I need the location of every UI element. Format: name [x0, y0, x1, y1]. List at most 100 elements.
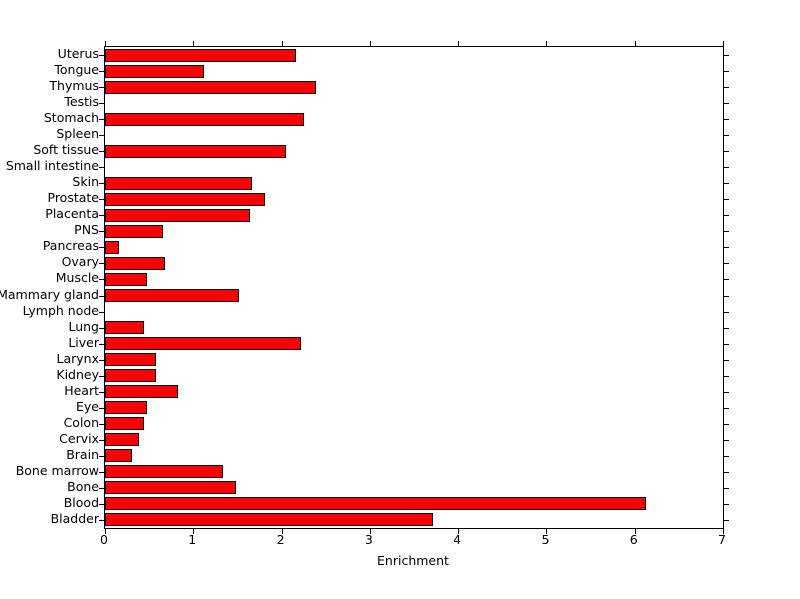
bar[interactable]	[105, 401, 148, 415]
y-tick-mark	[99, 183, 105, 184]
y-axis-tick-label: PNS	[74, 222, 99, 238]
bar[interactable]	[105, 337, 301, 351]
y-tick-mark-right	[723, 360, 729, 361]
y-axis-tick-label: Muscle	[55, 270, 99, 286]
y-axis-tick-label: Testis	[64, 94, 99, 110]
bar[interactable]	[105, 256, 166, 270]
x-axis-tick-label: 4	[453, 532, 462, 547]
y-tick-mark	[99, 472, 105, 473]
bar[interactable]	[105, 48, 296, 62]
y-tick-mark-right	[723, 504, 729, 505]
y-tick-mark-right	[723, 135, 729, 136]
bar[interactable]	[105, 192, 265, 206]
y-tick-mark-right	[723, 472, 729, 473]
bar[interactable]	[105, 321, 144, 335]
x-tick-mark	[723, 528, 724, 534]
y-tick-mark	[99, 263, 105, 264]
bar[interactable]	[105, 240, 120, 254]
y-axis-tick-label: Stomach	[43, 110, 99, 126]
y-tick-mark-right	[723, 296, 729, 297]
y-tick-mark-right	[723, 55, 729, 56]
bar[interactable]	[105, 481, 236, 495]
bar[interactable]	[105, 144, 286, 158]
y-tick-mark	[99, 247, 105, 248]
plot-area	[99, 41, 729, 534]
bar[interactable]	[105, 385, 179, 399]
x-tick-mark-top	[281, 41, 283, 47]
bar[interactable]	[105, 353, 157, 367]
y-axis-tick-label: Lung	[68, 318, 99, 334]
y-tick-mark	[99, 71, 105, 72]
y-tick-mark-right	[723, 424, 729, 425]
y-tick-mark	[99, 376, 105, 377]
y-tick-mark	[99, 328, 105, 329]
y-tick-mark-right	[723, 103, 729, 104]
y-tick-mark-right	[723, 456, 729, 457]
x-axis-tick-label: 5	[541, 532, 550, 547]
y-tick-mark	[99, 456, 105, 457]
y-axis-tick-label: Colon	[63, 414, 99, 430]
y-tick-mark	[99, 279, 105, 280]
x-tick-mark	[546, 528, 548, 534]
y-tick-mark	[99, 119, 105, 120]
y-tick-mark	[99, 440, 105, 441]
y-axis-tick-label: Heart	[64, 382, 99, 398]
y-tick-mark-right	[723, 151, 729, 152]
y-axis-tick-label: Small intestine	[5, 158, 99, 174]
y-axis-tick-label: Pancreas	[42, 238, 99, 254]
y-tick-mark-right	[723, 247, 729, 248]
y-axis-tick-label: Brain	[66, 446, 99, 462]
y-tick-mark-right	[723, 344, 729, 345]
bar[interactable]	[105, 417, 144, 431]
bar[interactable]	[105, 176, 253, 190]
y-axis-tick-label: Spleen	[56, 126, 99, 142]
bar[interactable]	[105, 112, 304, 126]
bar[interactable]	[105, 80, 316, 94]
y-tick-mark-right	[723, 71, 729, 72]
x-axis-tick-label: 3	[364, 532, 373, 547]
bar[interactable]	[105, 224, 164, 238]
y-axis-tick-label: Soft tissue	[33, 142, 99, 158]
y-axis-tick-label: Skin	[72, 174, 99, 190]
y-tick-mark	[99, 167, 105, 168]
y-tick-mark-right	[723, 376, 729, 377]
y-tick-mark	[99, 135, 105, 136]
y-tick-mark	[99, 408, 105, 409]
y-tick-mark-right	[723, 328, 729, 329]
bar[interactable]	[105, 208, 250, 222]
y-axis-tick-label: Eye	[76, 398, 99, 414]
y-tick-mark-right	[723, 408, 729, 409]
x-tick-mark-top	[105, 41, 106, 47]
bar[interactable]	[105, 369, 157, 383]
y-tick-mark-right	[723, 183, 729, 184]
bar[interactable]	[105, 497, 647, 511]
y-axis-tick-label: Mammary gland	[0, 286, 99, 302]
y-tick-mark-right	[723, 392, 729, 393]
y-axis-tick-label: Ovary	[61, 254, 99, 270]
y-tick-mark	[99, 87, 105, 88]
bar[interactable]	[105, 272, 148, 286]
y-tick-mark-right	[723, 520, 729, 521]
y-tick-mark	[99, 424, 105, 425]
y-tick-mark	[99, 151, 105, 152]
x-axis-tick-label: 7	[718, 532, 726, 547]
y-axis-tick-label: Uterus	[57, 46, 99, 62]
y-tick-mark	[99, 55, 105, 56]
x-axis-title: Enrichment	[377, 553, 449, 568]
x-tick-mark-top	[193, 41, 195, 47]
x-tick-mark	[281, 528, 283, 534]
bar[interactable]	[105, 513, 434, 527]
y-tick-mark-right	[723, 440, 729, 441]
bar[interactable]	[105, 449, 133, 463]
bar[interactable]	[105, 465, 224, 479]
y-tick-mark	[99, 199, 105, 200]
y-tick-mark	[99, 312, 105, 313]
bar[interactable]	[105, 64, 204, 78]
x-axis-tick-label: 0	[100, 532, 108, 547]
y-tick-mark-right	[723, 312, 729, 313]
y-axis-tick-label: Kidney	[56, 366, 99, 382]
bar[interactable]	[105, 289, 240, 303]
bar[interactable]	[105, 433, 140, 447]
x-tick-mark-top	[546, 41, 548, 47]
